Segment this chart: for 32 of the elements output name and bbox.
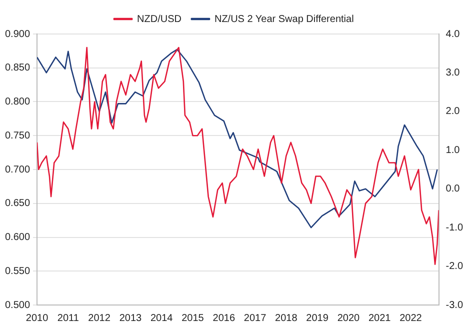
x-tick-label: 2014 bbox=[150, 312, 174, 324]
x-tick-label: 2020 bbox=[337, 312, 360, 324]
x-tick-label: 2019 bbox=[306, 312, 329, 324]
y2-tick-label: 0.0 bbox=[446, 184, 460, 195]
x-tick-label: 2016 bbox=[212, 312, 236, 324]
x-tick-label: 2017 bbox=[244, 312, 267, 324]
x-tick-label: 2012 bbox=[88, 312, 111, 324]
y2-tick-label: 4.0 bbox=[446, 28, 460, 40]
y-tick-label: 0.750 bbox=[4, 130, 30, 142]
y-tick-label: 0.550 bbox=[4, 266, 30, 277]
y-tick-label: 0.900 bbox=[4, 28, 30, 40]
y-tick-label: 0.700 bbox=[4, 164, 30, 176]
x-tick-label: 2011 bbox=[57, 312, 80, 324]
y-tick-label: 0.650 bbox=[4, 198, 30, 210]
y2-tick-label: 3.0 bbox=[446, 67, 460, 78]
x-tick-label: 2022 bbox=[400, 312, 422, 324]
y2-tick-label: 1.0 bbox=[446, 144, 460, 156]
x-tick-label: 2018 bbox=[275, 312, 298, 324]
y2-tick-label: -3.0 bbox=[446, 300, 464, 311]
y2-tick-label: -1.0 bbox=[446, 222, 464, 234]
y2-tick-label: 2.0 bbox=[446, 106, 460, 118]
y-tick-label: 0.500 bbox=[4, 300, 30, 311]
y-tick-label: 0.800 bbox=[4, 96, 30, 108]
x-tick-label: 2013 bbox=[119, 312, 142, 324]
y-tick-label: 0.850 bbox=[4, 62, 30, 74]
x-tick-label: 2021 bbox=[368, 312, 392, 324]
x-tick-label: 2010 bbox=[26, 312, 49, 324]
y-tick-label: 0.600 bbox=[4, 232, 30, 243]
legend-label: NZD/USD bbox=[137, 14, 182, 25]
y2-tick-label: -2.0 bbox=[446, 261, 464, 272]
legend-label: NZ/US 2 Year Swap Differential bbox=[214, 14, 354, 25]
x-tick-label: 2015 bbox=[182, 312, 204, 324]
